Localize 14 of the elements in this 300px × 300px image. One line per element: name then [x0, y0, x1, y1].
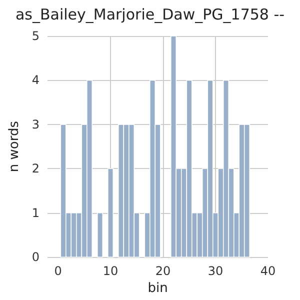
y-tick-label: 2	[32, 162, 40, 176]
y-tick-label: 0	[32, 250, 40, 264]
y-tick-label: 5	[32, 29, 40, 43]
x-tick-label: 40	[260, 264, 276, 278]
y-tick-label: 3	[32, 117, 40, 132]
chart-title: as_Bailey_Marjorie_Daw_PG_1758 --	[15, 6, 285, 24]
x-tick-label: 20	[155, 264, 171, 278]
x-tick-label: 10	[102, 264, 118, 278]
y-tick-label: 4	[32, 73, 40, 88]
x-tick-label: 30	[208, 264, 224, 278]
x-tick-label: 0	[54, 264, 62, 278]
x-axis-title: bin	[148, 281, 168, 296]
y-tick-label: 1	[32, 206, 40, 220]
y-axis-title: n words	[7, 120, 22, 172]
